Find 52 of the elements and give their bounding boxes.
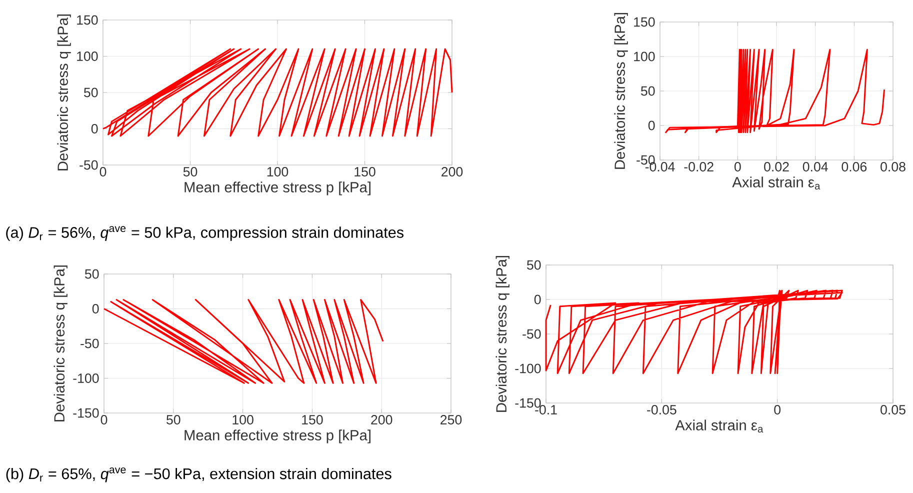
- y-tick-label: 0: [92, 304, 99, 314]
- y-axis-title: Deviatoric stress q [kPa]: [496, 256, 510, 412]
- x-tick-label: 200: [442, 167, 463, 176]
- y-tick-label: -100: [515, 364, 541, 374]
- x-tick-label: 50: [166, 415, 180, 424]
- x-tick-label: 0.05: [880, 405, 906, 414]
- y-tick-label: 0: [648, 120, 655, 130]
- y-tick-label: -50: [522, 329, 541, 339]
- y-tick-label: -50: [80, 160, 98, 170]
- y-tick-label: 150: [634, 17, 655, 27]
- x-tick-label: 0.08: [880, 162, 906, 172]
- line-series: [665, 48, 886, 134]
- y-tick-label: 50: [85, 269, 99, 279]
- x-tick-label: 100: [232, 415, 254, 424]
- x-axis-title: Mean effective stress p [kPa]: [184, 182, 370, 196]
- y-tick-label: -150: [73, 408, 99, 418]
- x-tick-label: 0: [100, 415, 108, 424]
- text: (b) D$_{r}$ = 65%, q$^{ave}$ = −50 kPa, extension strain dominates: [6, 467, 392, 482]
- x-tick-label: -0.05: [647, 405, 676, 414]
- y-axis-title: Deviatoric stress q [kPa]: [614, 13, 628, 169]
- x-tick-label: 250: [440, 415, 462, 424]
- x-tick-label: 150: [354, 167, 376, 176]
- line-series: [545, 290, 843, 374]
- y-tick-label: 0: [91, 124, 98, 134]
- text: (a) D$_{r}$ = 56%, q$^{ave}$ = 50 kPa, compression strain dominates: [6, 226, 404, 241]
- x-tick-label: 150: [302, 415, 323, 424]
- x-tick-label: -0.02: [684, 162, 714, 172]
- x-tick-label: 200: [371, 415, 392, 424]
- x-tick-label: 100: [267, 167, 288, 176]
- y-tick-label: 50: [641, 86, 655, 96]
- y-tick-label: 50: [527, 260, 541, 270]
- y-tick-label: 50: [84, 88, 98, 98]
- x-tick-label: 0: [774, 405, 781, 414]
- y-tick-label: 0: [534, 294, 541, 304]
- x-axis-title: Mean effective stress p [kPa]: [184, 430, 370, 444]
- x-tick-label: 50: [183, 167, 198, 176]
- y-tick-label: 150: [77, 15, 98, 25]
- y-tick-label: 100: [634, 52, 655, 62]
- x-tick-label: 0.06: [842, 162, 867, 172]
- x-tick-label: 0.02: [764, 162, 789, 172]
- x-tick-label: 0: [100, 167, 106, 176]
- x-axis-title: Axial strain ε$_{a}$: [675, 420, 764, 433]
- y-tick-label: -100: [73, 374, 99, 383]
- line-series: [102, 48, 453, 137]
- y-axis-title: Deviatoric stress q [kPa]: [54, 266, 68, 422]
- x-tick-label: 0.04: [802, 162, 828, 172]
- line-series: [103, 298, 384, 384]
- y-axis-title: Deviatoric stress q [kPa]: [57, 14, 71, 170]
- x-axis-title: Axial strain ε$_{a}$: [732, 176, 820, 190]
- y-tick-label: -50: [80, 338, 99, 348]
- x-tick-label: 0: [734, 162, 741, 172]
- y-tick-label: 100: [77, 52, 98, 61]
